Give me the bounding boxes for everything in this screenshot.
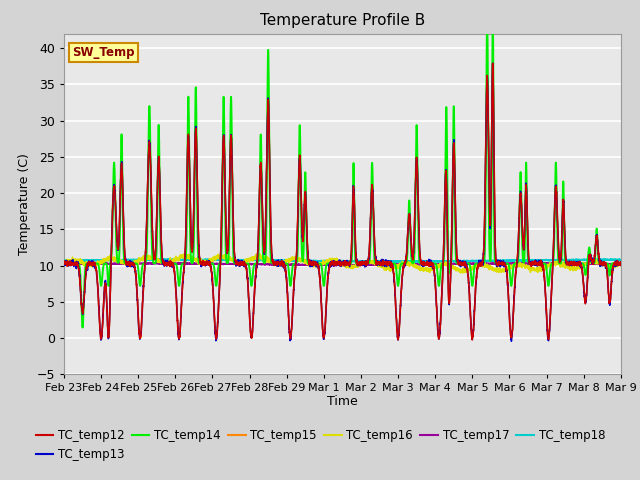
Title: Temperature Profile B: Temperature Profile B: [260, 13, 425, 28]
X-axis label: Time: Time: [327, 395, 358, 408]
Legend: TC_temp12, TC_temp13, TC_temp14, TC_temp15, TC_temp16, TC_temp17, TC_temp18: TC_temp12, TC_temp13, TC_temp14, TC_temp…: [31, 425, 610, 466]
Y-axis label: Temperature (C): Temperature (C): [18, 153, 31, 255]
Text: SW_Temp: SW_Temp: [72, 46, 135, 59]
